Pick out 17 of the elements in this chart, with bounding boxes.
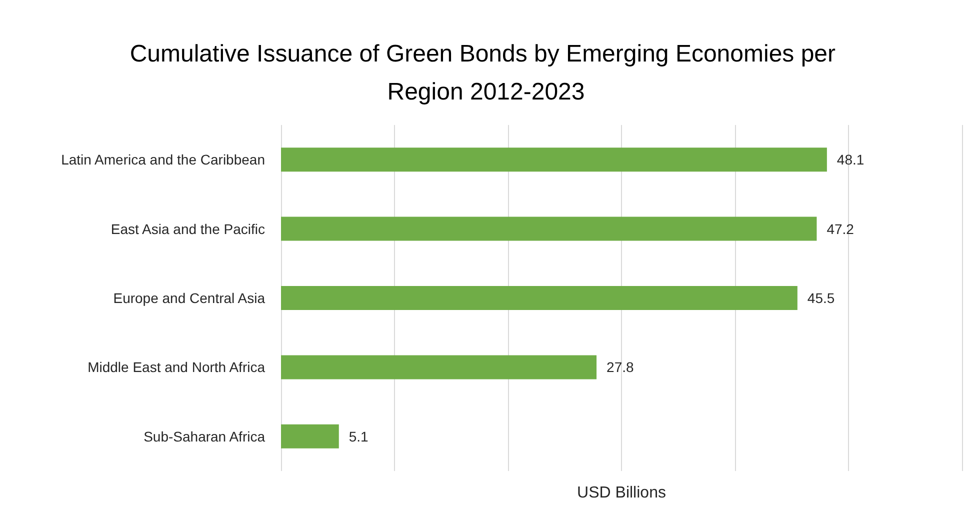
bar: [281, 148, 827, 172]
y-tick-label: Latin America and the Caribbean: [61, 152, 265, 168]
y-tick-label: Middle East and North Africa: [88, 359, 266, 376]
y-tick-label: East Asia and the Pacific: [110, 220, 265, 237]
data-label: 27.8: [606, 359, 634, 376]
bar: [281, 216, 817, 241]
data-label: 45.5: [807, 290, 835, 306]
data-label: 48.1: [836, 152, 864, 168]
chart-title: Cumulative Issuance of Green Bonds by Emerging Economies per Region 2012-2023: [130, 40, 842, 106]
bar: [281, 355, 597, 380]
data-label: 47.2: [826, 220, 854, 237]
data-label: 5.1: [348, 428, 369, 444]
bar: [281, 424, 339, 448]
y-tick-label: Sub-Saharan Africa: [144, 428, 266, 444]
x-axis-title: USD Billions: [577, 484, 666, 502]
bar: [281, 286, 798, 310]
y-tick-label: Europe and Central Asia: [113, 290, 266, 306]
